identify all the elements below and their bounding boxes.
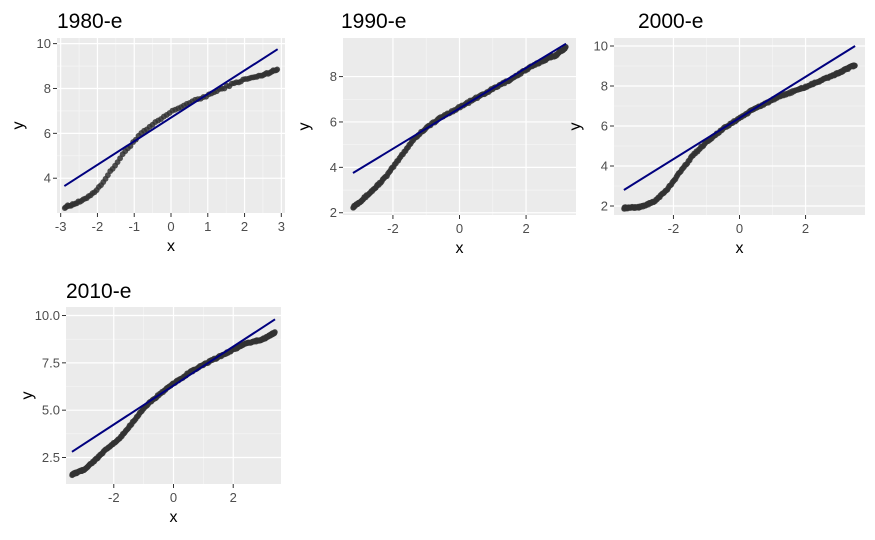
y-tick-label: 10: [594, 39, 608, 54]
x-tick-label: 0: [170, 490, 177, 505]
x-axis-title: x: [170, 509, 178, 526]
qq-reference-line: [352, 42, 567, 174]
y-tick-label: 10: [37, 36, 51, 51]
data-point: [274, 66, 281, 73]
chart-title: 2000-e: [638, 10, 703, 33]
y-tick-label: 2: [601, 199, 608, 214]
chart-title: 1990-e: [341, 10, 406, 33]
y-tick-label: 6: [44, 126, 51, 141]
y-tick-label: 8: [44, 81, 51, 96]
y-tick-label: 8: [601, 79, 608, 94]
data-points: [621, 62, 858, 212]
x-tick-label: 0: [167, 219, 174, 234]
y-tick-label: 8: [330, 69, 337, 84]
y-tick-label: 5.0: [42, 403, 60, 418]
y-tick-label: 7.5: [42, 355, 60, 370]
qq-reference-line: [63, 48, 279, 187]
x-tick-label: -2: [108, 490, 120, 505]
x-tick-label: 2: [802, 221, 809, 236]
y-tick-label: 2.5: [42, 450, 60, 465]
x-tick-label: 3: [278, 219, 285, 234]
panel-2: -2 0 2 2 4 6 8 10 2000-e x y: [567, 10, 865, 257]
x-tick-label: -2: [92, 219, 104, 234]
qq-reference-line: [71, 318, 276, 453]
data-point: [271, 329, 278, 335]
x-tick-label: 1: [204, 219, 211, 234]
x-tick-label: 2: [230, 490, 237, 505]
x-tick-label: 0: [736, 221, 743, 236]
y-tick-label: 4: [330, 160, 337, 175]
y-axis-title: y: [19, 392, 36, 400]
x-tick-label: -2: [387, 221, 399, 236]
x-axis-title: x: [736, 240, 744, 257]
y-axis-title: y: [296, 123, 313, 131]
x-axis-title: x: [456, 240, 464, 257]
y-tick-label: 10.0: [35, 308, 60, 323]
y-tick-label: 2: [330, 205, 337, 220]
y-tick-label: 4: [44, 171, 51, 186]
x-tick-label: 0: [456, 221, 463, 236]
chart-title: 2010-e: [66, 280, 131, 303]
x-axis-title: x: [167, 238, 175, 255]
x-tick-label: 2: [241, 219, 248, 234]
panel-3: -2 0 2 2.5 5.0 7.5 10.0 2010-e x y: [19, 280, 281, 526]
data-point: [852, 62, 858, 69]
x-tick-label: -2: [668, 221, 680, 236]
x-tick-label: -3: [55, 219, 67, 234]
chart-title: 1980-e: [57, 10, 122, 33]
y-axis-title: y: [10, 122, 27, 130]
data-points: [69, 329, 278, 479]
qq-reference-line: [623, 45, 856, 191]
x-tick-label: 2: [522, 221, 529, 236]
y-tick-label: 6: [601, 119, 608, 134]
y-tick-label: 6: [330, 114, 337, 129]
y-axis-title: y: [567, 123, 584, 131]
panel-1: -2 0 2 2 4 6 8 1990-e x y: [296, 10, 576, 257]
y-tick-label: 4: [601, 159, 608, 174]
panel-0: -3 -2 -1 0 1 2 3 4 6 8 10 1980-e x y: [10, 10, 285, 255]
x-tick-label: -1: [128, 219, 140, 234]
